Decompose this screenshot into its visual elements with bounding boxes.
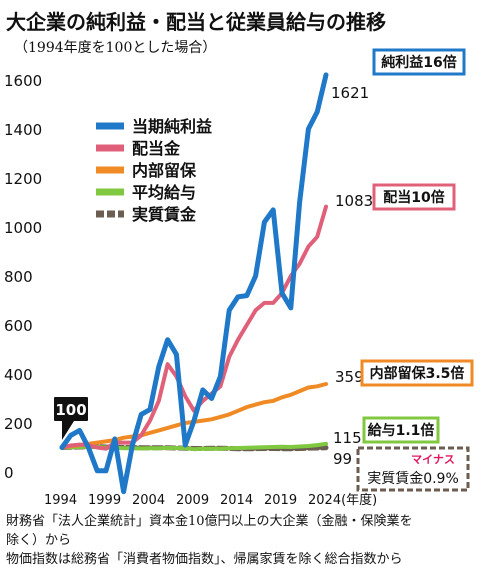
- y-tick-label: 0: [4, 464, 14, 482]
- chart-subtitle: （1994年度を100とした場合）: [14, 40, 217, 56]
- y-tick-label: 600: [4, 317, 33, 335]
- y-tick-label: 1000: [4, 219, 42, 237]
- footnote-line: 財務省「法人企業統計」資本金10億円以上の大企業（金融・保険業を: [6, 514, 413, 529]
- x-tick-label: 2009: [176, 493, 209, 508]
- callout-box: [362, 416, 440, 444]
- callout-label: 実質賃金0.9%: [367, 471, 459, 487]
- y-tick-label: 1200: [4, 170, 42, 188]
- x-tick-label: 1999: [88, 493, 121, 508]
- y-tick-label: 1400: [4, 121, 42, 139]
- line-chart: 0 200 400 600 800 1000 1200 1400 1600 1994 1999 200…: [4, 48, 474, 508]
- callout-label: 給与1.1倍: [368, 422, 435, 439]
- callout-box: [356, 446, 470, 492]
- y-tick-label: 200: [4, 415, 33, 433]
- footnote-line: 除く）から: [6, 533, 72, 548]
- callout-note: マイナス: [411, 453, 455, 466]
- callout-box: [360, 359, 474, 387]
- end-value-label: 99: [333, 450, 352, 468]
- y-tick-label: 1600: [4, 72, 42, 90]
- end-value-label: 359: [335, 368, 364, 386]
- x-tick-label: 2014: [220, 493, 253, 508]
- start-label-pointer: [62, 421, 74, 440]
- x-tick-label: 2019: [264, 493, 297, 508]
- y-tick-label: 400: [4, 366, 33, 384]
- series-line-0: [59, 72, 329, 495]
- callout-label: 純利益16倍: [381, 54, 456, 71]
- start-label-box: [54, 397, 88, 421]
- end-value-label: 1621: [331, 84, 369, 102]
- x-tick-label: 2004: [132, 493, 165, 508]
- callout-label: 内部留保3.5倍: [370, 365, 465, 382]
- x-tick-label: 1994: [44, 493, 77, 508]
- callout-box: [372, 48, 466, 76]
- x-tick-label: 2024(年度): [308, 492, 377, 508]
- end-value-label: 1083: [335, 192, 373, 210]
- legend-label: 平均給与: [132, 183, 196, 202]
- end-value-label: 115: [333, 429, 362, 447]
- footnote: 財務省「法人企業統計」資本金10億円以上の大企業（金融・保険業を 除く）から 物…: [6, 512, 476, 569]
- start-label: 100: [55, 401, 86, 419]
- legend-label: 当期純利益: [132, 117, 212, 136]
- legend-label: 配当金: [132, 139, 181, 158]
- legend-label: 内部留保: [132, 161, 197, 180]
- footnote-line: 物価指数は総務省「消費者物価指数」、帰属家賃を除く総合指数から: [6, 552, 403, 567]
- page-title: 大企業の純利益・配当と従業員給与の推移: [6, 10, 386, 34]
- callout-label: 配当10倍: [383, 189, 444, 206]
- y-tick-label: 800: [4, 268, 33, 286]
- callout-box: [372, 183, 456, 211]
- legend-label: 実質賃金: [132, 205, 197, 224]
